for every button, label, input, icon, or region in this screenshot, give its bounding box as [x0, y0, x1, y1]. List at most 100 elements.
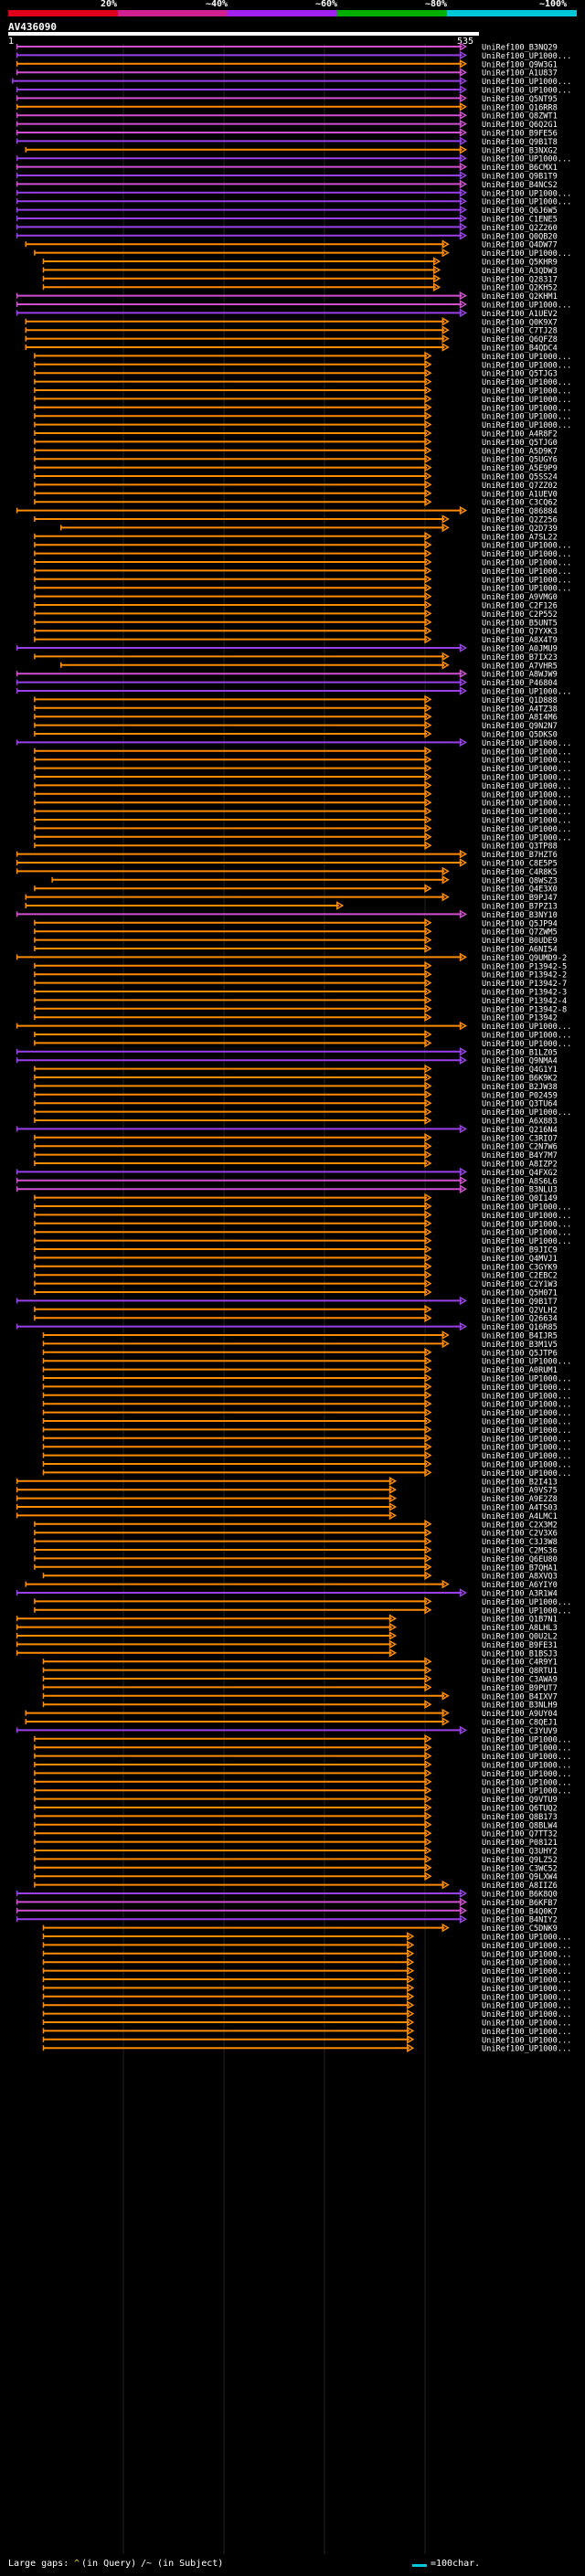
- hit-label[interactable]: UniRef100_Q4E3X0: [482, 885, 558, 895]
- hit-label[interactable]: UniRef100_UP1000...: [482, 1023, 571, 1032]
- hit-row[interactable]: UniRef100_C3WC52: [34, 1862, 558, 1873]
- hit-row[interactable]: UniRef100_Q2Z260: [16, 222, 558, 233]
- hit-row[interactable]: UniRef100_B3NQ29: [16, 42, 558, 53]
- hit-label[interactable]: UniRef100_B7QHA1: [482, 1564, 558, 1573]
- hit-row[interactable]: UniRef100_UP1000...: [34, 815, 571, 826]
- hit-label[interactable]: UniRef100_UP1000...: [482, 1598, 571, 1607]
- hit-row[interactable]: UniRef100_UP1000...: [34, 1202, 571, 1213]
- hit-label[interactable]: UniRef100_A8IZP2: [482, 1161, 558, 1170]
- hit-row[interactable]: UniRef100_Q28317: [42, 273, 558, 284]
- hit-label[interactable]: UniRef100_UP1000...: [482, 413, 571, 422]
- hit-label[interactable]: UniRef100_B4QDC4: [482, 345, 558, 354]
- hit-row[interactable]: UniRef100_UP1000...: [34, 763, 571, 774]
- hit-row[interactable]: UniRef100_C7TJ28: [25, 325, 558, 336]
- hit-label[interactable]: UniRef100_A9VMG0: [482, 593, 558, 602]
- hit-row[interactable]: UniRef100_Q5NT95: [16, 93, 558, 104]
- hit-row[interactable]: UniRef100_A3QDW3: [42, 265, 558, 276]
- hit-label[interactable]: UniRef100_Q7ZZ02: [482, 482, 558, 491]
- hit-row[interactable]: UniRef100_P02459: [34, 1089, 558, 1100]
- hit-label[interactable]: UniRef100_Q8B173: [482, 1813, 558, 1822]
- hit-label[interactable]: UniRef100_UP1000...: [482, 1220, 571, 1229]
- hit-label[interactable]: UniRef100_A0RUM1: [482, 1366, 558, 1375]
- hit-label[interactable]: UniRef100_B4IJR5: [482, 1332, 558, 1341]
- hit-row[interactable]: UniRef100_C2V3X6: [34, 1528, 558, 1539]
- hit-row[interactable]: UniRef100_UP1000...: [42, 1966, 572, 1977]
- hit-row[interactable]: UniRef100_UP1000...: [34, 419, 571, 430]
- hit-label[interactable]: UniRef100_Q9W3G1: [482, 60, 558, 69]
- hit-row[interactable]: UniRef100_UP1000...: [34, 359, 571, 370]
- hit-label[interactable]: UniRef100_B4NCS2: [482, 181, 558, 190]
- hit-label[interactable]: UniRef100_Q4MVJ1: [482, 1255, 558, 1264]
- hit-label[interactable]: UniRef100_C5DNK9: [482, 1924, 558, 1934]
- hit-row[interactable]: UniRef100_C2MS36: [34, 1545, 558, 1556]
- hit-row[interactable]: UniRef100_UP1000...: [34, 411, 571, 422]
- hit-row[interactable]: UniRef100_C3J3W8: [34, 1536, 558, 1547]
- hit-label[interactable]: UniRef100_UP1000...: [482, 1959, 571, 1968]
- hit-label[interactable]: UniRef100_UP1000...: [482, 1762, 571, 1771]
- hit-label[interactable]: UniRef100_A7SL22: [482, 533, 558, 542]
- hit-row[interactable]: UniRef100_UP1000...: [34, 1107, 571, 1118]
- hit-label[interactable]: UniRef100_UP1000...: [482, 421, 571, 430]
- hit-row[interactable]: UniRef100_Q6EU80: [34, 1553, 558, 1564]
- hit-label[interactable]: UniRef100_C2P552: [482, 610, 558, 620]
- hit-label[interactable]: UniRef100_B7HZT6: [482, 851, 558, 860]
- hit-label[interactable]: UniRef100_UP1000...: [482, 1469, 571, 1479]
- hit-row[interactable]: UniRef100_UP1000...: [42, 2034, 572, 2045]
- hit-row[interactable]: UniRef100_UP1000...: [34, 1218, 571, 1229]
- hit-label[interactable]: UniRef100_A4TS03: [482, 1504, 558, 1513]
- hit-row[interactable]: UniRef100_A9VS75: [16, 1485, 558, 1496]
- hit-row[interactable]: UniRef100_B3NXG2: [25, 144, 558, 155]
- hit-row[interactable]: UniRef100_C1ENE5: [16, 214, 558, 225]
- hit-label[interactable]: UniRef100_Q8ZWT1: [482, 112, 558, 122]
- hit-row[interactable]: UniRef100_Q3TU64: [34, 1098, 558, 1109]
- hit-label[interactable]: UniRef100_UP1000...: [482, 1942, 571, 1951]
- hit-row[interactable]: UniRef100_Q4E3X0: [34, 884, 558, 895]
- hit-label[interactable]: UniRef100_UP1000...: [482, 757, 571, 766]
- hit-label[interactable]: UniRef100_UP1000...: [482, 198, 571, 207]
- hit-label[interactable]: UniRef100_Q9NMA4: [482, 1057, 558, 1066]
- hit-label[interactable]: UniRef100_Q5H071: [482, 1289, 558, 1299]
- hit-row[interactable]: UniRef100_Q5TJG3: [34, 368, 558, 379]
- hit-label[interactable]: UniRef100_A7VHR5: [482, 662, 558, 671]
- hit-row[interactable]: UniRef100_B2JW38: [34, 1081, 558, 1092]
- hit-label[interactable]: UniRef100_Q16R85: [482, 1323, 558, 1332]
- hit-row[interactable]: UniRef100_UP1000...: [34, 557, 571, 568]
- hit-label[interactable]: UniRef100_A8X4T9: [482, 636, 558, 645]
- hit-row[interactable]: UniRef100_B9PJ47: [25, 892, 558, 903]
- hit-label[interactable]: UniRef100_Q28317: [482, 275, 558, 284]
- hit-row[interactable]: UniRef100_C3GYK9: [34, 1261, 558, 1272]
- hit-row[interactable]: UniRef100_Q5TJG0: [34, 437, 558, 448]
- hit-row[interactable]: UniRef100_B6K9K2: [34, 1073, 558, 1084]
- hit-label[interactable]: UniRef100_B3NQ29: [482, 44, 558, 53]
- hit-row[interactable]: UniRef100_C8E5P5: [16, 858, 558, 869]
- hit-label[interactable]: UniRef100_UP1000...: [482, 1461, 571, 1470]
- hit-row[interactable]: UniRef100_Q9NMA4: [16, 1055, 558, 1066]
- hit-label[interactable]: UniRef100_UP1000...: [482, 782, 571, 791]
- hit-label[interactable]: UniRef100_C2F126: [482, 602, 558, 611]
- hit-row[interactable]: UniRef100_A4R8F2: [34, 429, 558, 440]
- hit-label[interactable]: UniRef100_B4Y7M7: [482, 1151, 558, 1161]
- hit-label[interactable]: UniRef100_UP1000...: [482, 1108, 571, 1118]
- hit-label[interactable]: UniRef100_A5D9K7: [482, 447, 558, 456]
- hit-row[interactable]: UniRef100_B5UNT5: [34, 617, 558, 628]
- hit-label[interactable]: UniRef100_UP1000...: [482, 1409, 571, 1418]
- hit-row[interactable]: UniRef100_UP1000...: [34, 772, 571, 783]
- hit-row[interactable]: UniRef100_UP1000...: [16, 300, 572, 311]
- hit-row[interactable]: UniRef100_UP1000...: [34, 1596, 571, 1607]
- hit-label[interactable]: UniRef100_UP1000...: [482, 1426, 571, 1436]
- hit-label[interactable]: UniRef100_B6K8Q0: [482, 1891, 558, 1900]
- hit-row[interactable]: UniRef100_C2Y1W3: [34, 1278, 558, 1289]
- hit-label[interactable]: UniRef100_Q6TUQ2: [482, 1805, 558, 1814]
- hit-label[interactable]: UniRef100_UP1000...: [482, 1212, 571, 1221]
- hit-label[interactable]: UniRef100_UP1000...: [482, 1444, 571, 1453]
- hit-row[interactable]: UniRef100_UP1000...: [34, 386, 571, 397]
- hit-row[interactable]: UniRef100_Q86884: [16, 505, 558, 516]
- hit-label[interactable]: UniRef100_UP1000...: [482, 1229, 571, 1238]
- hit-label[interactable]: UniRef100_UP1000...: [482, 739, 571, 748]
- hit-label[interactable]: UniRef100_A8IIZ6: [482, 1882, 558, 1891]
- hit-row[interactable]: UniRef100_UP1000...: [34, 1751, 571, 1762]
- hit-label[interactable]: UniRef100_UP1000...: [482, 361, 571, 370]
- hit-label[interactable]: UniRef100_UP1000...: [482, 765, 571, 774]
- hit-label[interactable]: UniRef100_UP1000...: [482, 559, 571, 568]
- hit-label[interactable]: UniRef100_UP1000...: [482, 774, 571, 783]
